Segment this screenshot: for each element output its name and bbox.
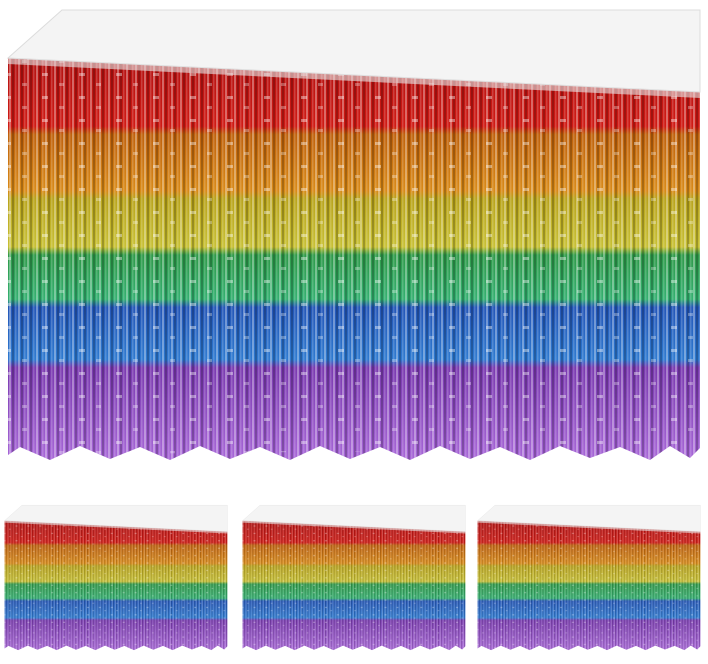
main-table-skirt [7, 9, 701, 461]
small-table-skirt [477, 505, 701, 651]
small-table-skirt [4, 505, 228, 651]
small-table-skirt [242, 505, 466, 651]
